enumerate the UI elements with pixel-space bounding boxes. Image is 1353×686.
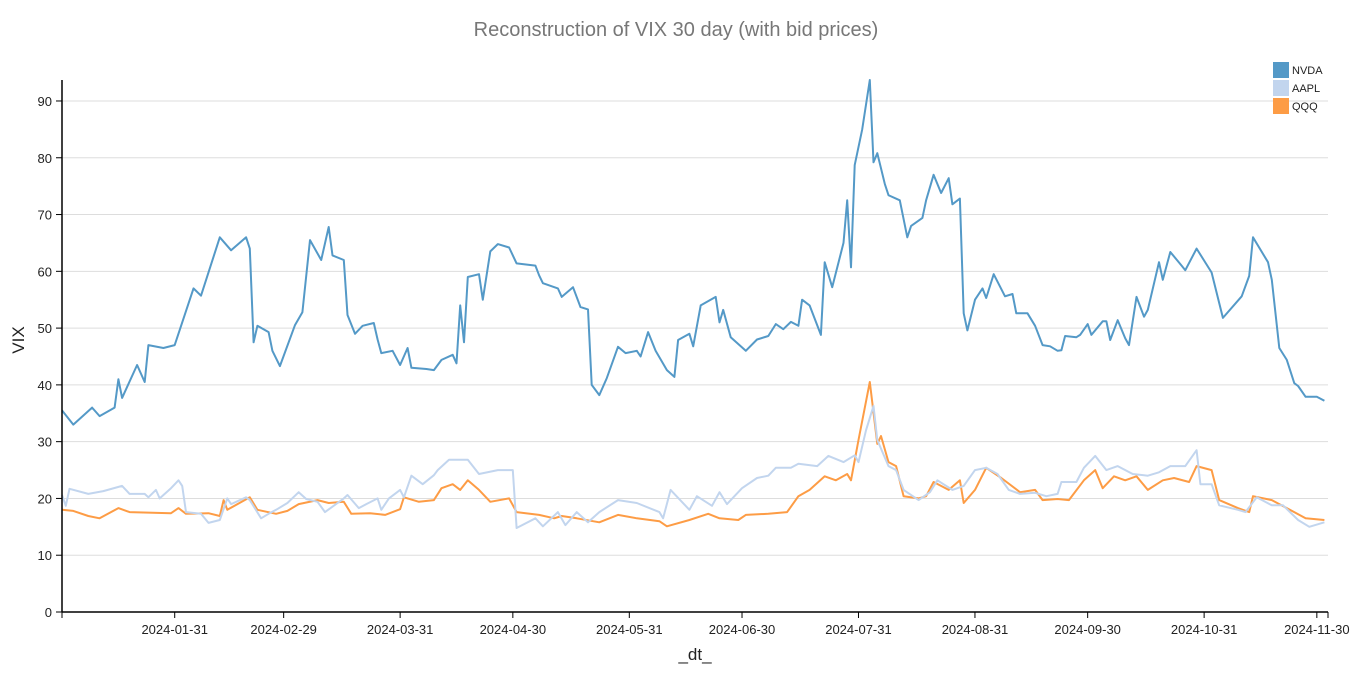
x-tick-label: 2024-11-30 (1284, 622, 1350, 637)
y-axis-label: VIX (9, 326, 28, 353)
y-tick-label: 40 (38, 378, 52, 393)
y-tick-label: 80 (38, 151, 52, 166)
y-tick-label: 50 (38, 321, 52, 336)
gridlines (62, 100, 1328, 556)
legend-label-nvda: NVDA (1292, 65, 1323, 77)
y-tick-label: 10 (38, 548, 52, 563)
y-tick-label: 90 (38, 94, 52, 109)
series-line-aapl (61, 404, 1325, 529)
series-lines (61, 79, 1325, 529)
legend-swatch-nvda (1273, 62, 1289, 78)
x-tick-label: 2024-04-30 (480, 622, 547, 637)
x-tick-label: 2024-05-31 (596, 622, 663, 637)
legend-swatch-qqq (1273, 98, 1289, 114)
x-axis-label: _dt_ (677, 645, 712, 664)
x-tick-label: 2024-10-31 (1171, 622, 1238, 637)
y-tick-label: 30 (38, 435, 52, 450)
chart-title: Reconstruction of VIX 30 day (with bid p… (474, 19, 879, 41)
y-tick-label: 70 (38, 208, 52, 223)
y-tick-label: 0 (45, 605, 52, 620)
axes: 0 10 20 30 40 50 60 70 80 90 2024-01-31 2024-02-29 2… (38, 80, 1350, 637)
x-tick-label: 2024-02-29 (250, 622, 317, 637)
y-tick-label: 20 (38, 491, 52, 506)
x-tick-label: 2024-06-30 (709, 622, 776, 637)
legend-label-aapl: AAPL (1292, 83, 1320, 95)
x-tick-label: 2024-07-31 (825, 622, 892, 637)
x-tick-label: 2024-08-31 (942, 622, 1009, 637)
x-tick-label: 2024-01-31 (141, 622, 208, 637)
series-line-qqq (61, 381, 1325, 528)
series-line-nvda (61, 79, 1325, 426)
legend: NVDA AAPL QQQ (1273, 62, 1323, 114)
legend-swatch-aapl (1273, 80, 1289, 96)
y-tick-label: 60 (38, 264, 52, 279)
x-tick-label: 2024-09-30 (1054, 622, 1121, 637)
legend-label-qqq: QQQ (1292, 101, 1318, 113)
x-tick-label: 2024-03-31 (367, 622, 434, 637)
